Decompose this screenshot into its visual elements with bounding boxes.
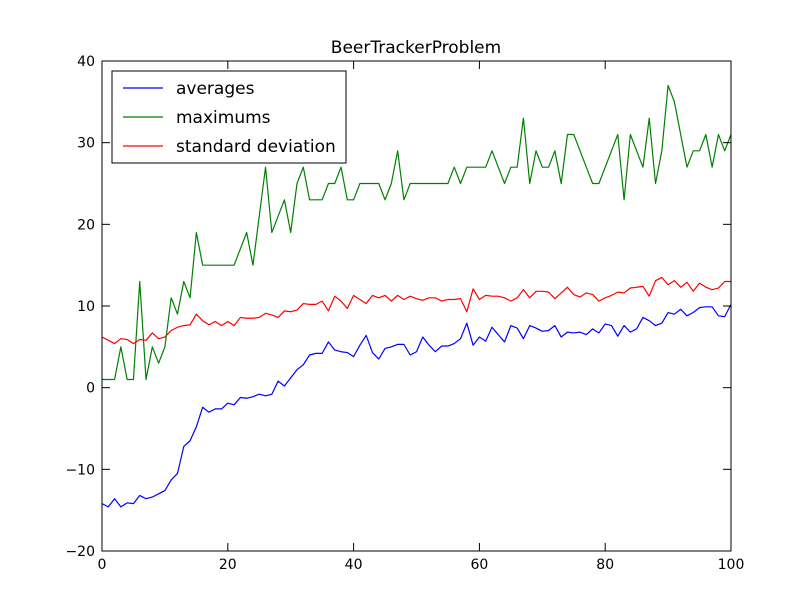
y-tick-label: 0 — [86, 381, 95, 397]
x-tick-label: 60 — [470, 557, 488, 573]
x-tick-label: 80 — [596, 557, 614, 573]
y-tick-label: 10 — [77, 299, 95, 315]
y-tick-label: 30 — [77, 136, 95, 152]
x-tick-label: 20 — [219, 557, 237, 573]
series-line-averages — [101, 304, 732, 508]
chart-title: BeerTrackerProblem — [331, 38, 501, 58]
x-tick-label: 40 — [345, 557, 363, 573]
legend-label-maximums: maximums — [176, 108, 271, 128]
series-line-maximums — [102, 84, 732, 381]
legend-items: averages maximums standard deviation — [123, 79, 336, 157]
legend-label-standard-deviation: standard deviation — [176, 137, 336, 157]
y-tick-label: −20 — [65, 544, 95, 560]
y-tick-label: 20 — [77, 217, 95, 233]
y-tick-label: 40 — [77, 54, 95, 70]
series-line-standard-deviation — [101, 276, 731, 345]
x-tick-label: 100 — [718, 557, 745, 573]
x-tick-label: 0 — [98, 557, 107, 573]
legend-label-averages: averages — [176, 79, 255, 99]
y-tick-label: −10 — [65, 462, 95, 478]
series-layer — [101, 84, 732, 508]
legend: averages maximums standard deviation — [111, 70, 347, 164]
tick-layer: 0 20 40 60 80 100 −20 −10 0 10 20 30 40 — [65, 54, 744, 573]
